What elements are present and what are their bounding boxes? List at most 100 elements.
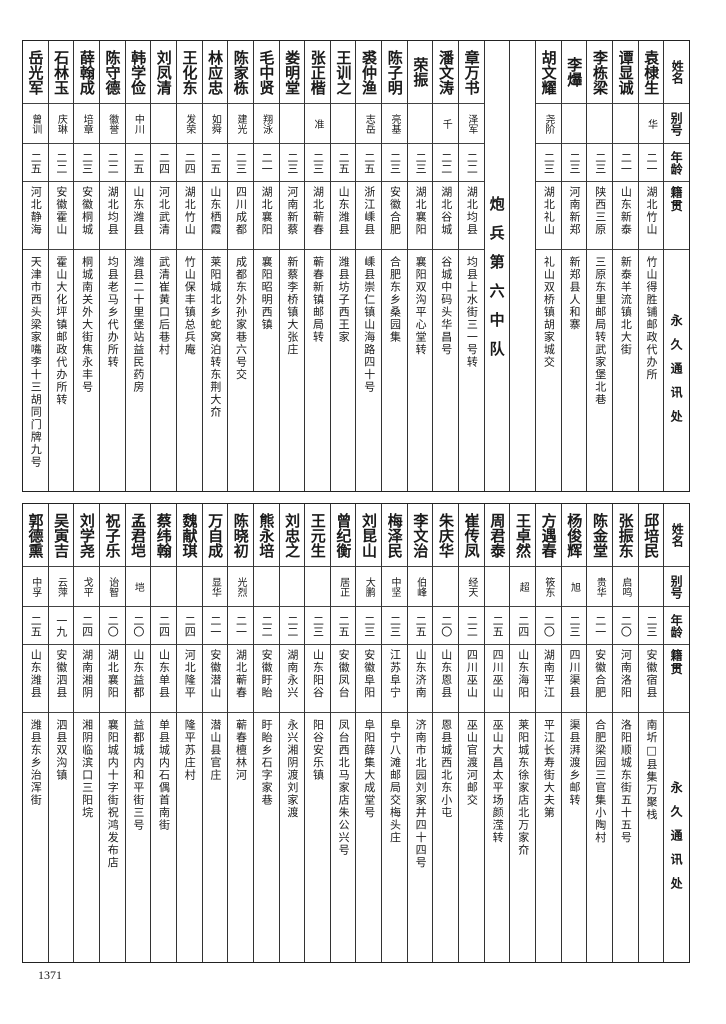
person-alias: 建光: [235, 113, 247, 134]
person-address-cell: 巫山官渡河邮交: [459, 713, 484, 962]
person-column: 李爗 二三 河南新郑 新郑县人和寨: [560, 41, 587, 491]
person-name: 李爗: [565, 57, 584, 87]
person-age: 一九: [54, 614, 68, 637]
person-address: 潍县东乡治浑街: [29, 719, 43, 807]
person-age-cell: 二四: [151, 607, 176, 645]
person-name-cell: 薛翰成: [74, 41, 99, 104]
person-address-cell: 济南市北园刘家井四十四号: [408, 713, 433, 962]
person-address-cell: 新泰羊流镇北大街: [613, 250, 638, 491]
person-age-cell: 二〇: [536, 607, 561, 645]
person-alias-cell: 徽誉: [99, 104, 125, 144]
person-age-cell: 二二: [48, 144, 74, 182]
person-address-cell: 恩县城西北东小屯: [433, 713, 458, 962]
person-address: 益都城内和平街三号: [131, 719, 145, 832]
person-origin: 湖北襄阳: [106, 649, 120, 699]
person-address-cell: 洛阳顺城东街五十五号: [613, 713, 638, 962]
person-address: 均县上水街三一号转: [465, 256, 479, 369]
person-age: 二三: [593, 151, 607, 174]
person-address-cell: 蕲春檀林河: [228, 713, 253, 962]
person-address-cell: 竹山得胜铺邮政代办所: [639, 250, 664, 491]
person-age: 二〇: [619, 614, 633, 637]
person-address: 竹山得胜铺邮政代办所: [645, 256, 659, 381]
person-age-cell: 二三: [228, 144, 253, 182]
person-address-cell: 巫山大昌太平场颜滢转: [485, 713, 510, 962]
person-alias: 显华: [209, 576, 221, 597]
person-age-cell: 二二: [279, 607, 305, 645]
person-name-cell: 郭德熏: [22, 504, 48, 567]
person-origin-cell: 安徽宿县: [638, 645, 664, 713]
person-name: 薛翰成: [77, 49, 96, 95]
person-alias-cell: 经天: [459, 567, 484, 607]
person-alias: 云萍: [55, 576, 67, 597]
person-alias: 庆琳: [55, 113, 67, 134]
person-age: 二四: [157, 614, 171, 637]
person-age: 二三: [388, 151, 402, 174]
person-address-cell: 成都东外孙家巷六号交: [228, 250, 253, 491]
person-alias-cell: 志岳: [356, 104, 382, 144]
page-number: 1371: [38, 968, 62, 982]
person-address-cell: 凤台西北马家店朱公兴号: [331, 713, 356, 962]
person-alias: 大鹏: [363, 576, 375, 597]
person-column: 周君泰 二五 四川巫山 巫山大昌太平场颜滢转: [483, 504, 510, 962]
person-origin: 山东潍县: [29, 649, 43, 699]
person-name: 陈金堂: [590, 512, 609, 558]
person-name: 祝子乐: [103, 512, 122, 558]
person-address: 天津市西头梁家嘴李十三胡同门牌九号: [29, 256, 43, 469]
person-alias: 千: [440, 118, 452, 129]
person-age: 二三: [311, 151, 325, 174]
person-address: 新泰羊流镇北大街: [619, 256, 633, 356]
person-alias-cell: 云萍: [48, 567, 74, 607]
person-age: 二二: [106, 151, 120, 174]
person-alias: 诒智: [106, 576, 118, 597]
person-address-cell: 襄阳昭明西镇: [254, 250, 279, 491]
person-age: 二一: [260, 151, 274, 174]
unit-label: 炮兵第六中队: [487, 196, 506, 370]
person-origin: 安徽阜阳: [362, 649, 376, 699]
person-name-cell: 张正楷: [305, 41, 330, 104]
person-address-cell: 襄阳双沟平心堂转: [408, 250, 433, 491]
person-alias-cell: 戈平: [74, 567, 99, 607]
person-alias: 准: [311, 118, 323, 129]
person-name-cell: 曾纪衡: [330, 504, 356, 567]
person-name-cell: 胡文耀: [536, 41, 561, 104]
person-column: 荣振 二三 湖北襄阳 襄阳双沟平心堂转: [406, 41, 433, 491]
person-address: 潍县二十里堡站益民药房: [131, 256, 145, 394]
person-age: 二五: [337, 151, 351, 174]
person-address: 巫山大昌太平场颜滢转: [491, 719, 505, 844]
person-origin-cell: 四川巫山: [459, 645, 484, 713]
person-origin-cell: 安徽泗县: [48, 645, 74, 713]
person-column: 吴寅吉 云萍 一九 安徽泗县 泗县双沟镇: [47, 504, 74, 962]
person-address-cell: 蕲春新镇邮局转: [305, 250, 330, 491]
person-column: 裘仲渔 志岳 二五 浙江嵊县 嵊县崇仁镇山海路四十号: [355, 41, 382, 491]
blank-column: [509, 41, 535, 491]
person-address-cell: 三原东里邮局转武家堡北巷: [587, 250, 612, 491]
person-origin-cell: 湖南湘阴: [74, 645, 99, 713]
person-address-cell: 谷城中码头华昌号: [433, 250, 458, 491]
person-alias-cell: [151, 104, 176, 144]
person-address: 莱阳城东徐家店北万家夼: [516, 719, 530, 857]
person-name: 张正楷: [308, 49, 327, 95]
person-name-cell: 杨俊辉: [561, 504, 587, 567]
person-alias-cell: 准: [305, 104, 330, 144]
person-alias-cell: 培章: [74, 104, 99, 144]
person-origin-cell: 四川渠县: [561, 645, 587, 713]
person-address: 三原东里邮局转武家堡北巷: [593, 256, 607, 406]
person-alias: 亮基: [388, 113, 400, 134]
header-age: 年龄: [664, 144, 689, 182]
person-age-cell: 二四: [510, 607, 536, 645]
person-column: 魏献琪 二四 河北隆平 隆平苏庄村: [175, 504, 202, 962]
person-alias: 泽军: [465, 113, 477, 134]
person-address-cell: 莱阳城北乡蛇窝泊转东荆大夼: [203, 250, 228, 491]
person-age-cell: 二五: [125, 144, 151, 182]
person-name-cell: 李爗: [561, 41, 587, 104]
person-address: 阜阳薛集大成堂号: [362, 719, 376, 819]
person-address-cell: 襄阳城内十字街祝鸿发布店: [100, 713, 125, 962]
person-address-cell: 潍县二十里堡站益民药房: [126, 250, 151, 491]
person-address: 恩县城西北东小屯: [439, 719, 453, 819]
person-address-cell: 盱眙乡石字家巷: [254, 713, 279, 962]
person-alias-cell: [638, 567, 664, 607]
person-age: 二二: [439, 151, 453, 174]
person-origin: 四川渠县: [568, 649, 582, 699]
person-column: 万自成 显华 二一 安徽潜山 潜山县官庄: [201, 504, 228, 962]
person-age: 二二: [465, 151, 479, 174]
